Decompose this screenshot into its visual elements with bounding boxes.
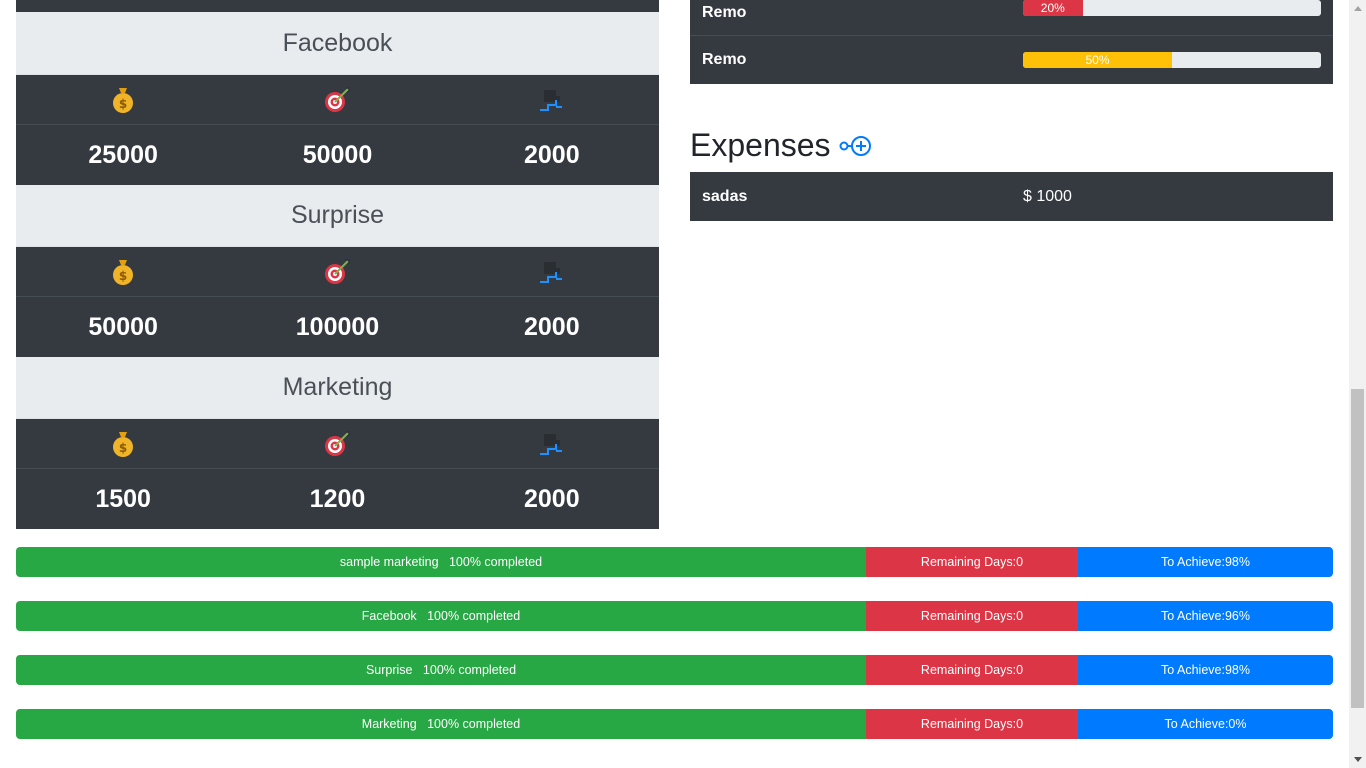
expenses-heading: Expenses xyxy=(690,127,873,164)
days-value: 2000 xyxy=(524,484,580,513)
member-progress: 20% xyxy=(1023,0,1321,16)
svg-text:$: $ xyxy=(119,441,127,455)
member-progress: 50% xyxy=(1023,52,1321,68)
campaign-icon-row: $ xyxy=(16,75,659,125)
scrollbar-thumb[interactable] xyxy=(1351,389,1364,708)
to-achieve-segment: To Achieve:98% xyxy=(1078,547,1333,577)
campaign-summary-bar: Facebook 100% completed Remaining Days:0… xyxy=(16,601,1333,631)
progress-bar: 50% xyxy=(1023,52,1172,68)
remaining-days-segment: Remaining Days:0 xyxy=(866,655,1078,685)
campaign-value-row: 50000 100000 2000 xyxy=(16,297,659,357)
campaign-summary-bar: Surprise 100% completed Remaining Days:0… xyxy=(16,655,1333,685)
target-icon xyxy=(323,86,351,114)
expenses-title: Expenses xyxy=(690,127,831,163)
campaign-icon-row: $ xyxy=(16,247,659,297)
member-row: Remo 50% xyxy=(690,36,1333,84)
svg-text:$: $ xyxy=(119,97,127,111)
campaign-card: Marketing $ 1500 1200 2000 xyxy=(16,357,659,529)
completed-segment: Facebook 100% completed xyxy=(16,601,866,631)
campaign-title: Surprise xyxy=(16,185,659,247)
completed-segment: Surprise 100% completed xyxy=(16,655,866,685)
campaign-value-row: 25000 50000 2000 xyxy=(16,125,659,185)
expense-row: sadas $ 1000 xyxy=(690,172,1333,221)
completed-segment: sample marketing 100% completed xyxy=(16,547,866,577)
money-bag-icon: $ xyxy=(111,258,135,286)
right-panel: Remo 20% Remo 50% Expenses sadas $ 1000 xyxy=(690,0,1333,221)
target-icon xyxy=(323,258,351,286)
remaining-days-segment: Remaining Days:0 xyxy=(866,547,1078,577)
campaign-list: Facebook $ 25000 50000 2000 Surp xyxy=(16,0,659,529)
target-icon xyxy=(323,430,351,458)
campaign-icon-row: $ xyxy=(16,419,659,469)
money-bag-icon: $ xyxy=(111,86,135,114)
member-name: Remo xyxy=(702,51,747,68)
campaign-summary-bar: Marketing 100% completed Remaining Days:… xyxy=(16,709,1333,739)
completed-segment: Marketing 100% completed xyxy=(16,709,866,739)
remaining-days-segment: Remaining Days:0 xyxy=(866,601,1078,631)
scroll-down-icon[interactable] xyxy=(1349,751,1366,768)
target-value: 50000 xyxy=(302,140,373,169)
budget-value: 25000 xyxy=(88,140,158,169)
budget-value: 1500 xyxy=(95,484,151,513)
campaign-stats: $ 25000 50000 2000 xyxy=(16,75,659,185)
target-value: 1200 xyxy=(309,484,366,513)
campaign-card: Facebook $ 25000 50000 2000 xyxy=(16,12,659,185)
campaign-top-strip xyxy=(16,0,659,12)
stairs-icon xyxy=(538,430,566,458)
target-value: 100000 xyxy=(295,312,380,341)
to-achieve-segment: To Achieve:96% xyxy=(1078,601,1333,631)
days-value: 2000 xyxy=(524,312,580,341)
campaign-title: Facebook xyxy=(16,12,659,75)
svg-text:$: $ xyxy=(119,269,127,283)
days-value: 2000 xyxy=(524,140,580,169)
expense-name: sadas xyxy=(702,187,748,205)
campaign-value-row: 1500 1200 2000 xyxy=(16,469,659,529)
campaign-stats: $ 50000 100000 2000 xyxy=(16,247,659,357)
stairs-icon xyxy=(538,86,566,114)
vertical-scrollbar[interactable] xyxy=(1349,0,1366,768)
member-progress-table: Remo 20% Remo 50% xyxy=(690,0,1333,84)
money-bag-icon: $ xyxy=(111,430,135,458)
expense-amount: $ 1000 xyxy=(1023,187,1072,205)
add-circle-icon[interactable] xyxy=(839,134,873,158)
progress-bar: 20% xyxy=(1023,0,1083,16)
member-name: Remo xyxy=(702,4,747,21)
to-achieve-segment: To Achieve:98% xyxy=(1078,655,1333,685)
campaign-summary-bar: sample marketing 100% completed Remainin… xyxy=(16,547,1333,577)
campaign-card: Surprise $ 50000 100000 2000 xyxy=(16,185,659,357)
budget-value: 50000 xyxy=(88,312,158,341)
campaign-stats: $ 1500 1200 2000 xyxy=(16,419,659,529)
to-achieve-segment: To Achieve:0% xyxy=(1078,709,1333,739)
scroll-up-icon[interactable] xyxy=(1349,0,1366,17)
member-row: Remo 20% xyxy=(690,0,1333,36)
campaign-title: Marketing xyxy=(16,357,659,419)
remaining-days-segment: Remaining Days:0 xyxy=(866,709,1078,739)
stairs-icon xyxy=(538,258,566,286)
